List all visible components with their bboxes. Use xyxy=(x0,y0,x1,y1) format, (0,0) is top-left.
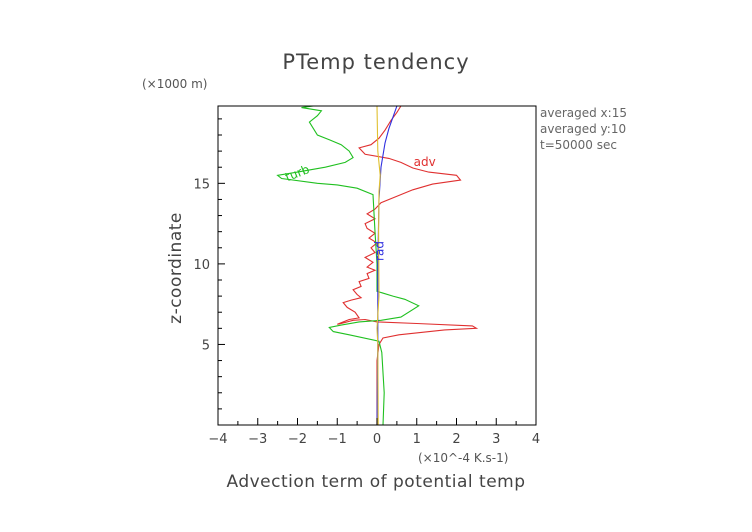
x-unit-note: (×10^-4 K.s-1) xyxy=(418,451,508,465)
x-tick-label: −3 xyxy=(248,432,267,447)
x-tick-label: 0 xyxy=(373,432,381,447)
x-tick-label: 3 xyxy=(492,432,500,447)
series-line-rad xyxy=(376,105,398,426)
axes-layer: −4 −3 −2 −1 0 1 2 3 4 5 10 15 xyxy=(193,105,540,447)
y-axis-label: z-coordinate xyxy=(166,212,186,324)
x-axis-label: Advection term of potential temp xyxy=(226,472,525,492)
x-tick-label: 2 xyxy=(452,432,460,447)
series-label-adv: adv xyxy=(414,155,436,169)
annotation-averaged-x: averaged x:15 xyxy=(540,106,627,120)
series-label-rad: rad xyxy=(373,241,387,261)
x-tick-label: −4 xyxy=(208,432,227,447)
annotation-averaged-y: averaged y:10 xyxy=(540,122,626,136)
y-unit-note: (×1000 m) xyxy=(142,77,207,91)
y-tick-label: 10 xyxy=(193,258,210,273)
annotation-time: t=50000 sec xyxy=(540,138,617,152)
x-tick-label: 1 xyxy=(413,432,421,447)
series-line-adv xyxy=(337,105,479,425)
chart-title: PTemp tendency xyxy=(282,50,469,74)
x-tick-label: −1 xyxy=(328,432,347,447)
series-line-turb xyxy=(276,105,420,426)
x-tick-label: 4 xyxy=(532,432,540,447)
y-tick-label: 15 xyxy=(193,177,210,192)
y-tick-label: 5 xyxy=(202,338,210,353)
x-tick-label: −2 xyxy=(288,432,307,447)
series-line-series-3 xyxy=(376,105,381,426)
